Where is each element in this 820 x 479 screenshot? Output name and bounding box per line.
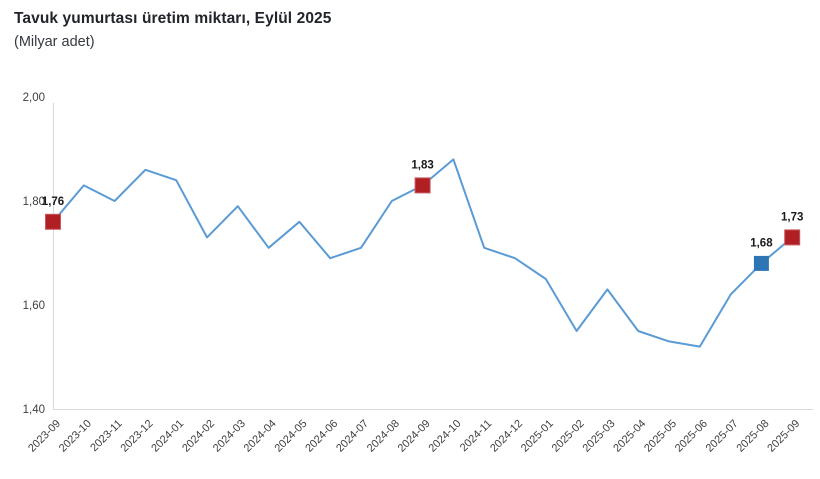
x-tick-label: 2025-03 bbox=[580, 418, 617, 455]
x-tick-label: 2024-10 bbox=[426, 418, 463, 455]
x-tick-label: 2024-04 bbox=[242, 418, 279, 455]
y-tick-label: 1,40 bbox=[23, 404, 45, 416]
x-tick-label: 2024-07 bbox=[334, 418, 371, 455]
x-tick-label: 2024-02 bbox=[180, 418, 217, 455]
x-tick-label: 2025-09 bbox=[765, 418, 802, 455]
x-tick-label: 2023-09 bbox=[26, 418, 63, 455]
x-tick-label: 2024-09 bbox=[396, 418, 433, 455]
x-tick-label: 2024-03 bbox=[211, 418, 248, 455]
x-tick-label: 2025-04 bbox=[611, 418, 648, 455]
red-square-marker bbox=[414, 177, 431, 194]
x-tick-label: 2024-06 bbox=[303, 418, 340, 455]
x-tick-label: 2025-02 bbox=[550, 418, 587, 455]
x-tick-label: 2023-10 bbox=[57, 418, 94, 455]
chart-subtitle: (Milyar adet) bbox=[14, 34, 95, 50]
x-tick-label: 2024-11 bbox=[458, 418, 494, 454]
x-tick-label: 2024-08 bbox=[365, 418, 402, 455]
x-tick-label: 2024-12 bbox=[488, 418, 525, 455]
x-tick-label: 2023-11 bbox=[88, 418, 124, 454]
blue-square-marker bbox=[753, 255, 769, 271]
y-tick-label: 1,80 bbox=[23, 196, 45, 208]
x-tick-label: 2023-12 bbox=[118, 418, 155, 455]
x-tick-label: 2025-08 bbox=[734, 418, 771, 455]
x-tick-label: 2025-07 bbox=[704, 418, 741, 455]
x-tick-label: 2024-05 bbox=[272, 418, 309, 455]
x-tick-label: 2025-01 bbox=[519, 418, 556, 455]
value-label: 1,68 bbox=[750, 237, 773, 249]
value-label: 1,73 bbox=[781, 211, 803, 223]
y-tick-label: 2,00 bbox=[23, 92, 45, 104]
value-label: 1,83 bbox=[411, 159, 433, 171]
red-square-marker bbox=[784, 229, 801, 246]
x-tick-label: 2025-05 bbox=[642, 418, 679, 455]
x-tick-label: 2025-06 bbox=[673, 418, 710, 455]
value-label: 1,76 bbox=[42, 196, 64, 208]
y-tick-label: 1,60 bbox=[23, 300, 45, 312]
x-tick-label: 2024-01 bbox=[149, 418, 186, 455]
red-square-marker bbox=[45, 213, 61, 230]
chart-title: Tavuk yumurtası üretim miktarı, Eylül 20… bbox=[14, 10, 332, 27]
